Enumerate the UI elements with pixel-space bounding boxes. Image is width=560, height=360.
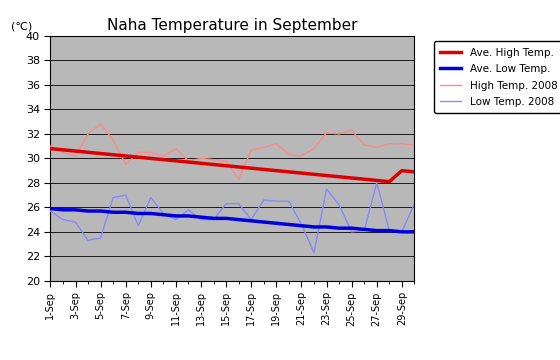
Legend: Ave. High Temp., Ave. Low Temp., High Temp. 2008, Low Temp. 2008: Ave. High Temp., Ave. Low Temp., High Te… <box>434 41 560 113</box>
Title: Naha Temperature in September: Naha Temperature in September <box>107 18 358 33</box>
Y-axis label: (℃): (℃) <box>11 21 32 31</box>
